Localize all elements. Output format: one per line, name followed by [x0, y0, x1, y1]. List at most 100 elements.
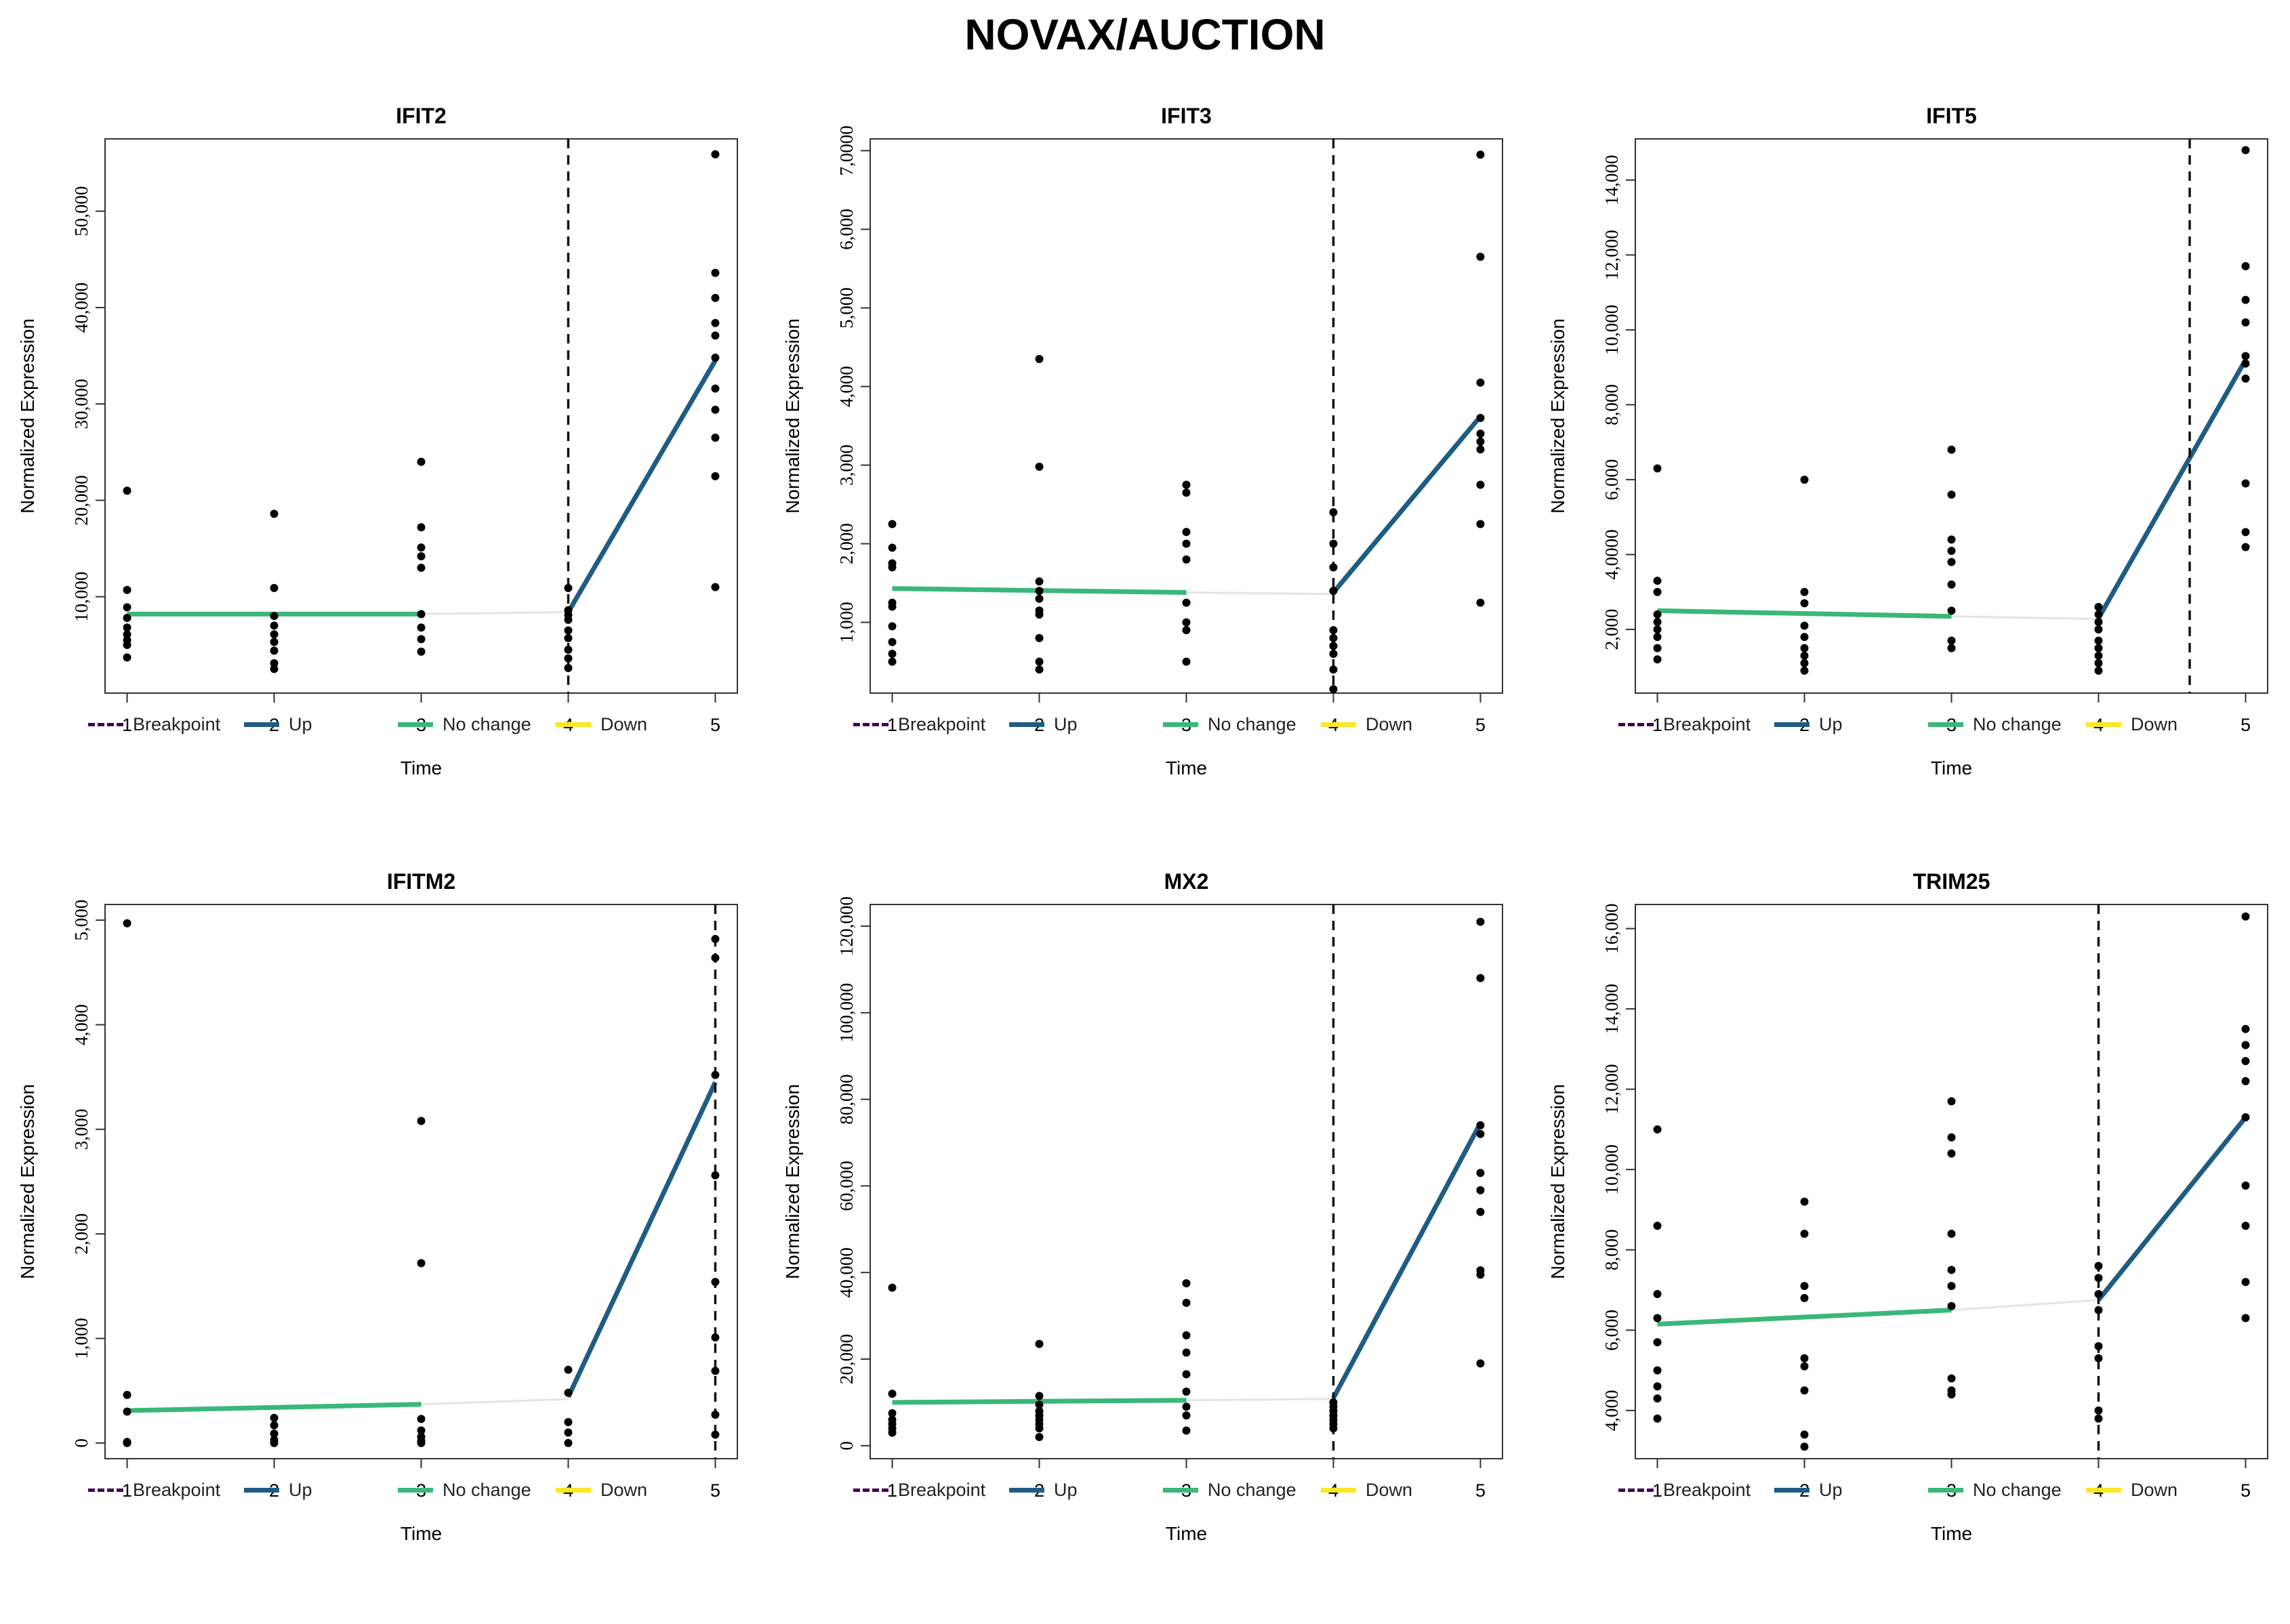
legend-item-no-change: No change — [398, 711, 531, 738]
data-point — [2241, 295, 2250, 304]
data-point — [2094, 651, 2103, 660]
data-point — [1035, 1433, 1044, 1442]
plot-frame — [870, 138, 1503, 694]
legend-swatch — [88, 1488, 123, 1492]
data-point — [1800, 621, 1809, 630]
legend-item-down: Down — [556, 711, 647, 738]
data-point — [1035, 610, 1044, 619]
data-point — [270, 583, 279, 592]
y-tick-label: 0 — [836, 1441, 857, 1451]
data-point — [1653, 1382, 1662, 1391]
legend-label: Up — [1819, 713, 1843, 734]
data-point — [1182, 1387, 1191, 1396]
data-point — [1035, 657, 1044, 666]
data-point — [417, 564, 426, 572]
data-point — [270, 630, 279, 639]
chart-panel-ifitm2: IFITM2 0 1,000 2,000 3,000 4,000 5,000 1 2 3 4 5 Tim… — [0, 766, 763, 1544]
data-point — [1182, 1411, 1191, 1420]
legend-item-no-change: No change — [1163, 1476, 1296, 1503]
y-tick-label: 14,000 — [1601, 984, 1622, 1034]
up-segment — [566, 1081, 718, 1398]
data-point — [417, 523, 426, 532]
up-segment — [566, 359, 718, 614]
data-point — [1653, 1314, 1662, 1323]
x-tick-label: 1 — [887, 715, 897, 735]
data-point — [888, 1390, 897, 1398]
data-point — [1653, 610, 1662, 619]
data-point — [1800, 587, 1809, 596]
data-point — [2241, 318, 2250, 327]
legend-item-up: Up — [1009, 1476, 1078, 1503]
legend-swatch — [1928, 722, 1963, 727]
data-point — [123, 630, 131, 639]
x-tick-label: 5 — [2241, 1480, 2251, 1501]
data-point — [711, 953, 720, 962]
y-tick-label: 4,000 — [836, 366, 857, 407]
data-point — [1035, 1400, 1044, 1409]
data-point — [564, 645, 573, 654]
legend-label: No change — [1208, 1479, 1296, 1500]
legend-swatch — [1321, 1487, 1356, 1493]
data-point — [1653, 1125, 1662, 1133]
data-point — [1329, 685, 1338, 694]
data-point — [123, 1390, 131, 1399]
data-point — [2094, 1414, 2103, 1423]
data-point — [711, 1278, 720, 1287]
data-point — [2241, 479, 2250, 488]
trend-line — [1186, 1398, 1334, 1402]
data-point — [1035, 1424, 1044, 1433]
data-point — [1035, 665, 1044, 674]
data-point — [2241, 1278, 2250, 1287]
y-tick-label: 4,000 — [71, 1004, 91, 1045]
data-point — [564, 1428, 573, 1437]
data-point — [1035, 1392, 1044, 1400]
panel-title: IFIT5 — [1926, 104, 1977, 128]
data-point — [888, 638, 897, 646]
data-point — [1947, 606, 1956, 615]
data-point — [2094, 617, 2103, 626]
y-axis-label: Normalized Expression — [1547, 318, 1568, 514]
data-point — [1182, 1426, 1191, 1435]
data-point — [564, 1388, 573, 1397]
data-point — [1182, 488, 1191, 497]
legend-swatch — [398, 722, 433, 727]
chart-panel-trim25: TRIM25 4,000 6,000 8,000 10,000 12,000 14,000 1… — [1530, 766, 2290, 1544]
data-point — [711, 1070, 720, 1079]
data-point — [270, 1438, 279, 1447]
data-point — [1182, 1298, 1191, 1307]
legend: Breakpoint Up No change Down — [1618, 711, 2283, 738]
panel-title: MX2 — [1164, 869, 1209, 894]
legend: Breakpoint Up No change Down — [88, 1476, 752, 1503]
data-point — [270, 509, 279, 518]
data-point — [123, 623, 131, 632]
y-tick-label: 60,000 — [836, 1161, 857, 1211]
data-point — [270, 1413, 279, 1422]
x-tick-label: 1 — [887, 1480, 897, 1501]
data-point — [1476, 1270, 1485, 1279]
legend-label: Breakpoint — [898, 1479, 986, 1500]
data-point — [711, 1333, 720, 1341]
y-tick-label: 4,0000 — [1601, 529, 1622, 579]
legend: Breakpoint Up No change Down — [88, 711, 752, 738]
x-axis-label: Time — [1166, 1523, 1207, 1544]
data-point — [1329, 1424, 1338, 1433]
legend-label: Breakpoint — [898, 713, 986, 734]
data-point — [1800, 475, 1809, 484]
data-point — [2094, 636, 2103, 645]
y-tick-label: 40,000 — [71, 283, 91, 333]
chart-svg: IFIT3 1,000 2,000 3,000 4,000 5,000 6,000 7,000… — [782, 104, 1503, 778]
y-tick-label: 20,000 — [836, 1334, 857, 1384]
legend-item-breakpoint: Breakpoint — [1618, 711, 1751, 738]
panel-title: TRIM25 — [1913, 869, 1990, 894]
legend-item-up: Up — [244, 711, 312, 738]
legend-swatch — [244, 1487, 279, 1493]
data-point — [2094, 1262, 2103, 1270]
data-point — [1800, 599, 1809, 608]
data-point — [1476, 437, 1485, 446]
data-point — [417, 610, 426, 619]
data-point — [1182, 1370, 1191, 1379]
data-point — [270, 1429, 279, 1438]
data-point — [711, 405, 720, 414]
data-point — [1329, 626, 1338, 635]
y-tick-label: 20,000 — [71, 475, 91, 525]
